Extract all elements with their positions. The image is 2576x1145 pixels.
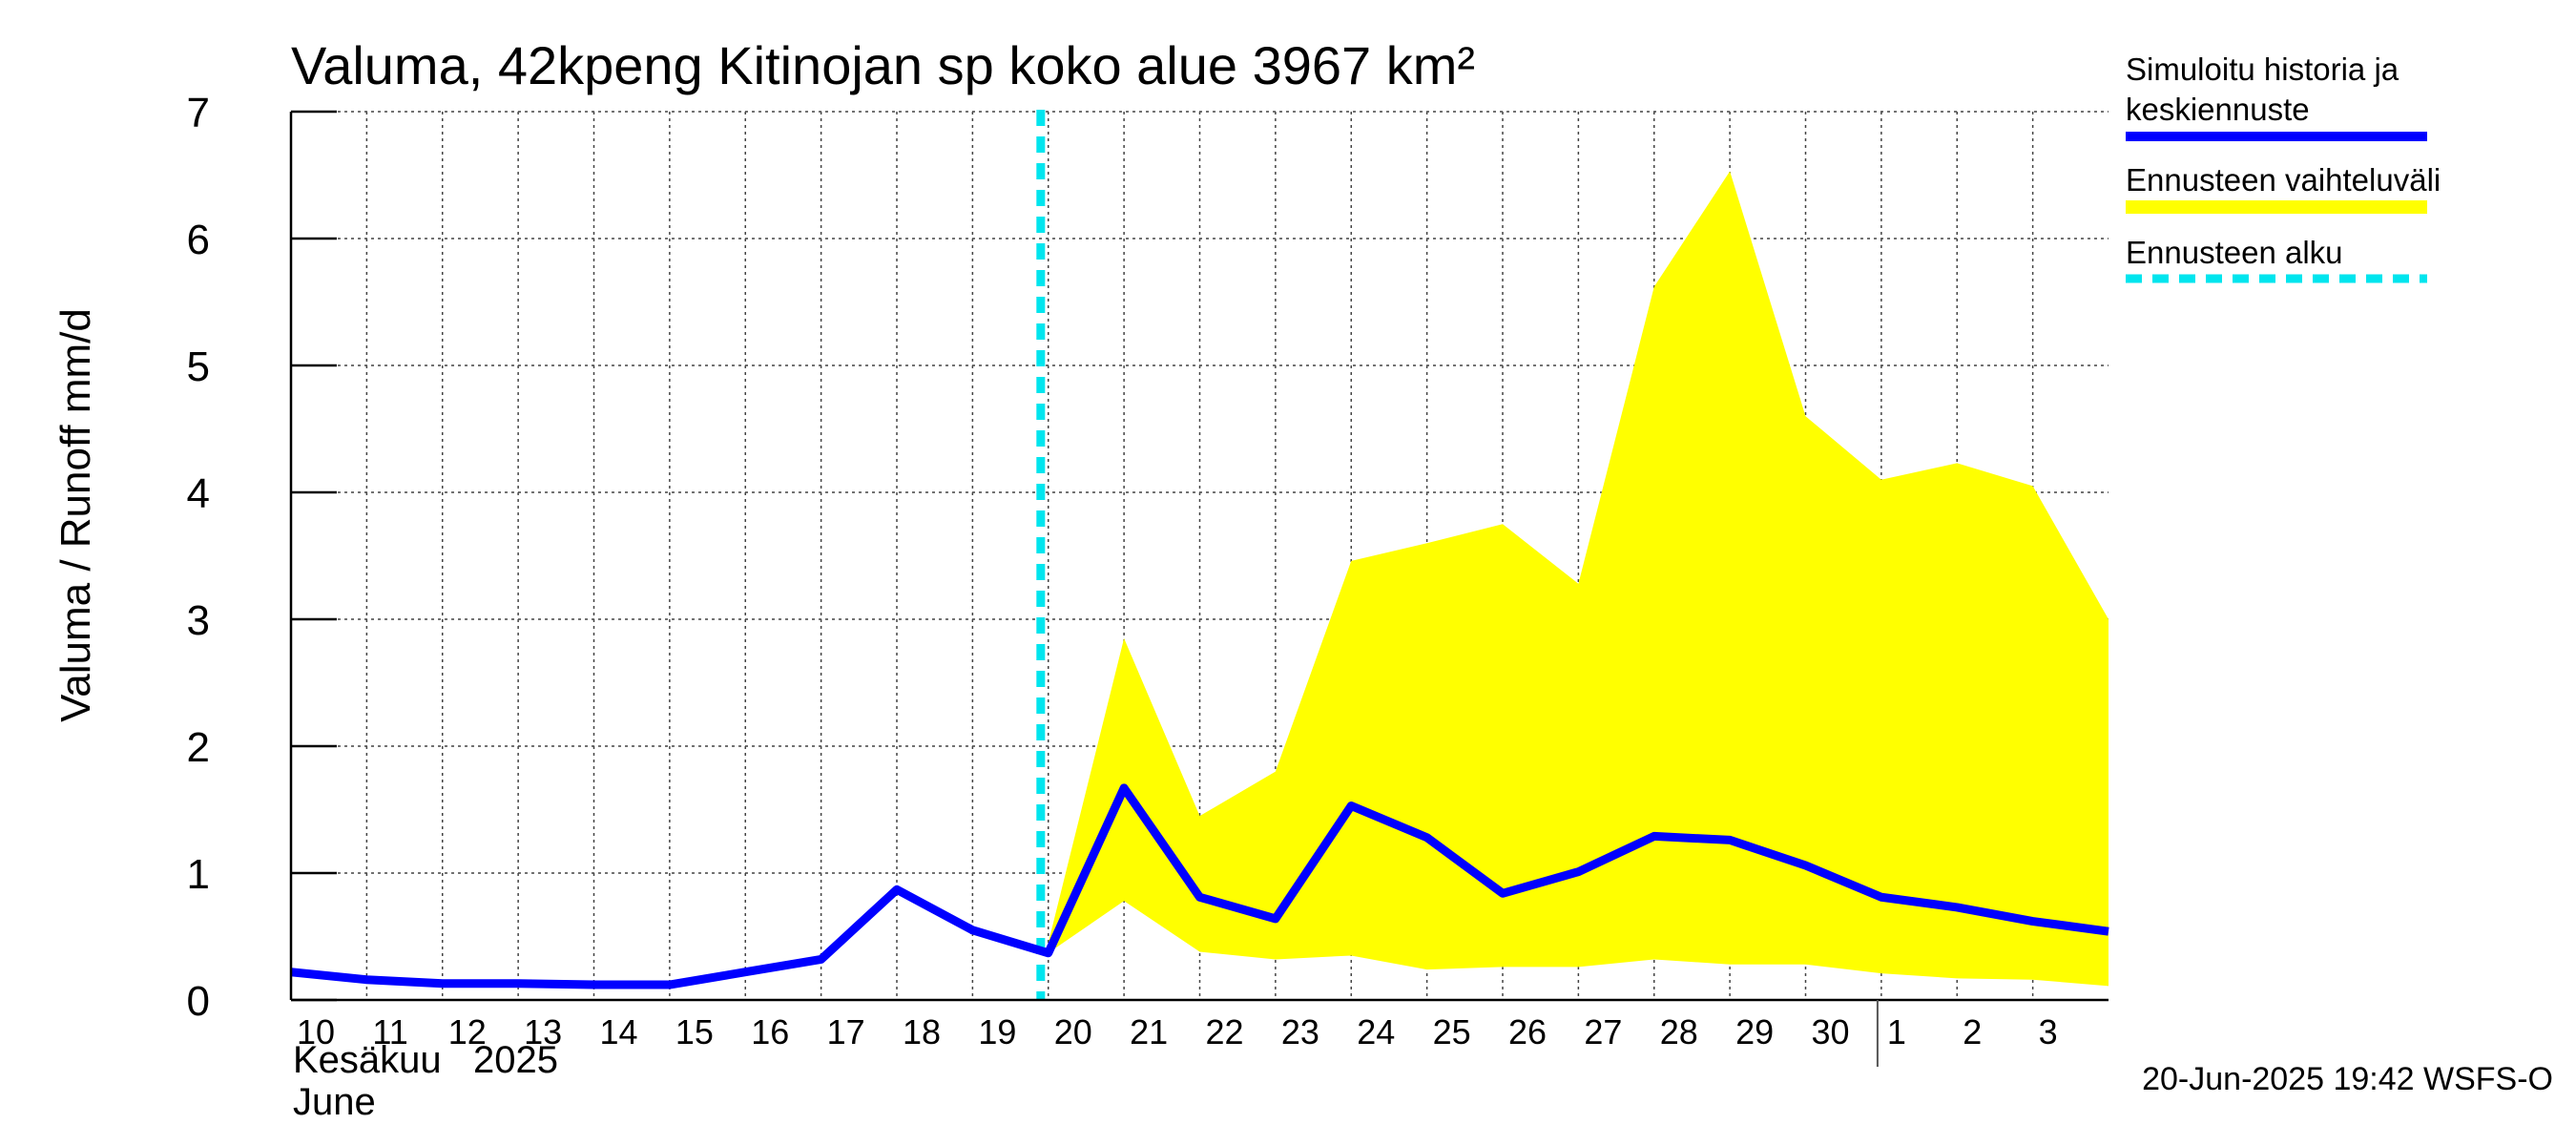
y-axis-title: Valuma / Runoff mm/d xyxy=(52,308,99,722)
x-tick-label: 12 xyxy=(448,1012,487,1051)
legend-label-forecast-start: Ennusteen alku xyxy=(2126,235,2343,270)
x-tick-label: 21 xyxy=(1130,1012,1168,1051)
x-tick-label: 2 xyxy=(1963,1012,1982,1051)
x-tick-label: 27 xyxy=(1584,1012,1622,1051)
y-tick-label: 2 xyxy=(187,724,210,771)
x-tick-label: 26 xyxy=(1508,1012,1547,1051)
axes xyxy=(289,110,2109,1067)
x-tick-label: 15 xyxy=(675,1012,714,1051)
y-tick-label: 4 xyxy=(187,470,210,517)
y-tick-label: 0 xyxy=(187,978,210,1025)
series-line-layer xyxy=(290,110,2109,1000)
legend: Simuloitu historia ja keskiennuste Ennus… xyxy=(2126,52,2441,283)
x-tick-label: 3 xyxy=(2039,1012,2058,1051)
y-tick-labels: 0 1 2 3 4 5 6 7 xyxy=(187,90,210,1025)
month-label-en: June xyxy=(293,1081,376,1123)
x-tick-label: 30 xyxy=(1812,1012,1850,1051)
x-tick-label: 1 xyxy=(1887,1012,1906,1051)
x-tick-label: 19 xyxy=(978,1012,1016,1051)
x-tick-label: 11 xyxy=(372,1012,407,1051)
grid-lines xyxy=(291,111,2109,1000)
legend-label-simulated-1: Simuloitu historia ja xyxy=(2126,52,2399,87)
x-tick-label: 24 xyxy=(1357,1012,1395,1051)
legend-label-range: Ennusteen vaihteluväli xyxy=(2126,162,2441,198)
x-tick-label: 28 xyxy=(1660,1012,1698,1051)
x-tick-label: 10 xyxy=(297,1012,335,1051)
forecast-band-layer xyxy=(1048,171,2109,987)
x-tick-label: 22 xyxy=(1206,1012,1244,1051)
x-tick-label: 29 xyxy=(1735,1012,1774,1051)
legend-label-simulated-2: keskiennuste xyxy=(2126,92,2310,127)
y-tick-label: 7 xyxy=(187,90,210,136)
y-tick-label: 3 xyxy=(187,597,210,644)
y-tick-label: 5 xyxy=(187,344,210,390)
x-tick-label: 16 xyxy=(751,1012,789,1051)
x-tick-label: 17 xyxy=(827,1012,865,1051)
x-tick-label: 23 xyxy=(1281,1012,1319,1051)
x-tick-label: 14 xyxy=(600,1012,638,1051)
y-tick-label: 6 xyxy=(187,217,210,263)
footer-timestamp: 20-Jun-2025 19:42 WSFS-O xyxy=(2142,1061,2553,1097)
chart-title: Valuma, 42kpeng Kitinojan sp koko alue 3… xyxy=(291,35,1475,95)
forecast-range-band xyxy=(1048,171,2109,987)
y-tick-label: 1 xyxy=(187,851,210,898)
x-tick-label: 18 xyxy=(903,1012,941,1051)
simulated-series-line xyxy=(290,783,2109,989)
x-tick-label: 25 xyxy=(1433,1012,1471,1051)
x-tick-label: 20 xyxy=(1054,1012,1092,1051)
x-tick-label: 13 xyxy=(524,1012,562,1051)
x-tick-labels: 10 11 12 13 14 15 16 17 18 19 20 21 22 23 24 25 26 27 28 29… xyxy=(297,1012,2058,1051)
month-label-fi: Kesäkuu 2025 xyxy=(293,1039,558,1081)
